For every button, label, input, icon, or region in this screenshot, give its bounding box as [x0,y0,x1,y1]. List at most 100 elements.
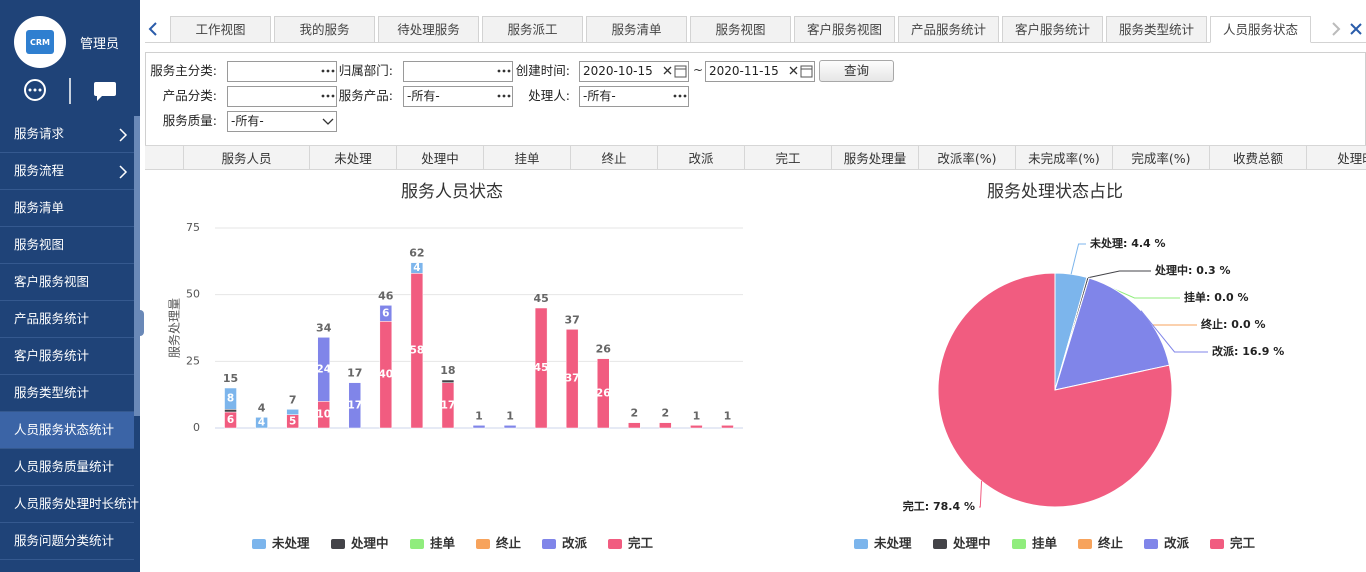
bar-total-label: 4 [258,401,266,414]
bar-total-label: 1 [724,409,732,422]
bar-value-label: 4 [258,417,265,429]
filter-label: 创建时间: [515,63,570,78]
legend-label: 处理中 [952,536,991,551]
collapse-handle[interactable] [136,310,144,336]
menu-item[interactable]: 服务流程 [0,153,134,190]
menu-item[interactable]: 客户服务视图 [0,264,134,301]
bar-value-label: 6 [227,414,234,426]
filter-label: 服务质量: [162,113,217,128]
y-tick-label: 75 [186,221,200,234]
pie-value-label: 处理中: 0.3 % [1154,263,1231,277]
tab[interactable]: 服务类型统计 [1106,16,1207,43]
menu-label: 服务问题分类统计 [14,533,115,548]
tab[interactable]: 服务派工 [482,16,583,43]
tab[interactable]: 我的服务 [274,16,375,43]
icon-dot [38,88,42,92]
quality-select[interactable]: -所有- [227,111,337,132]
bar-total-label: 62 [409,247,424,260]
menu-item[interactable]: 服务清单 [0,190,134,227]
menu-item[interactable]: 人员服务处理时长统计 [0,486,139,523]
icon-message [94,82,116,101]
tab[interactable]: 待处理服务 [378,16,479,43]
dot [507,69,511,73]
user-name: 管理员 [80,37,120,52]
bar-value-label: 8 [227,393,234,405]
menu-item[interactable]: 服务类型统计 [0,375,134,412]
tab[interactable]: 客户服务统计 [1002,16,1103,43]
menu-label: 人员服务状态统计 [14,422,115,437]
tab[interactable]: 产品服务统计 [898,16,999,43]
chart-title: 服务人员状态 [401,182,503,202]
tab[interactable]: 人员服务状态 [1210,16,1311,43]
tab[interactable]: 服务清单 [586,16,687,43]
dot [321,69,325,73]
main-category-input[interactable] [227,61,337,82]
bar-segment [472,425,486,429]
pie-slice [1054,277,1170,391]
legend-item: 完工 [608,536,654,551]
bar-segment [659,422,672,429]
pie-value-label: 未处理: 4.4 % [1089,236,1166,250]
arrow [148,22,157,36]
legend-item: 终止 [476,536,522,551]
menu-item[interactable]: 人员服务质量统计 [0,449,134,486]
department-input[interactable] [403,61,513,82]
dot [497,94,501,98]
handler-input[interactable]: -所有- [579,86,689,107]
bar-value-label: 45 [534,362,549,374]
menu-item[interactable]: 服务请求 [0,116,134,153]
menu-label: 服务流程 [14,163,65,178]
pie-connector [1070,243,1086,275]
menu-item[interactable]: 服务问题分类统计 [0,523,134,560]
menu-label: 产品服务统计 [14,311,90,326]
dot [502,94,506,98]
menu-item[interactable]: 人员服务状态统计 [0,412,134,449]
bar-value-label: 17 [441,399,456,411]
tab[interactable]: 客户服务视图 [794,16,895,43]
bar-total-label: 1 [506,409,514,422]
column-header: 改派 [657,146,744,169]
product-input[interactable]: -所有- [403,86,513,107]
ellipsis [321,69,335,73]
dot [326,94,330,98]
date-from[interactable]: 2020-10-15 [579,61,689,82]
legend-item: 未处理 [252,536,310,551]
legend-item: 终止 [1078,536,1124,551]
product-category-input[interactable] [227,86,337,107]
table-header: 服务人员 未处理 处理中 挂单 终止 改派 完工 服务处理量 改派率(%) 未完成率(%) 完成率(… [145,145,1366,170]
bar-segment [379,305,393,322]
dot [326,69,330,73]
legend-item: 挂单 [410,536,456,551]
legend-item: 处理中 [933,536,991,551]
pie-value-label: 改派: 16.9 % [1212,344,1284,358]
column-header: 服务人员 [183,146,309,169]
legend-swatch [1144,539,1158,549]
dot [497,69,501,73]
menu-item[interactable]: 服务视图 [0,227,134,264]
search-button[interactable]: 查询 [819,60,894,82]
dot [321,94,325,98]
bar-total-label: 7 [289,393,297,406]
menu-item[interactable]: 产品服务统计 [0,301,134,338]
tab-close [1350,23,1362,35]
pie-value-label: 终止: 0.0 % [1201,317,1266,331]
date-to[interactable]: 2020-11-15 [705,61,815,82]
tab-next [1332,22,1341,36]
clear [789,66,798,75]
legend-label: 改派 [562,536,588,551]
bar-segment [503,425,517,429]
y-axis-label: 服务处理量 [167,298,182,358]
tab[interactable]: 服务视图 [690,16,791,43]
bar-total-label: 18 [440,364,455,377]
filter-label: 服务产品: [338,88,393,103]
icon-dot [33,88,37,92]
menu-item[interactable]: 客户服务统计 [0,338,134,375]
legend-label: 终止 [496,536,522,551]
legend-swatch [252,539,266,549]
y-tick-label: 0 [193,421,200,434]
tab[interactable]: 工作视图 [170,16,271,43]
legend-label: 挂单 [1032,536,1058,551]
bar-total-label: 1 [693,409,701,422]
chevron-line [119,165,128,179]
